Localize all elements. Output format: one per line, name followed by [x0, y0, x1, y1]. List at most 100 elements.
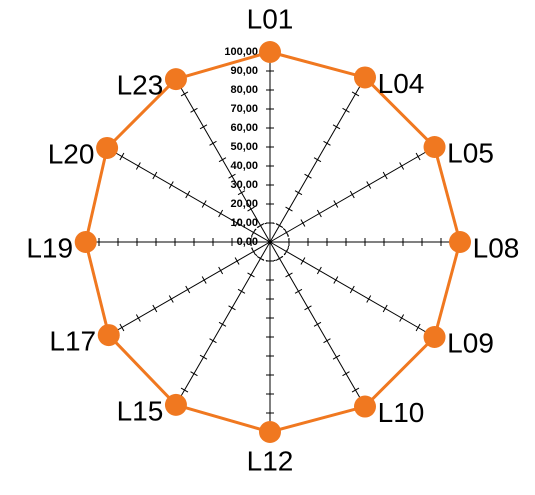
- category-label: L23: [117, 69, 164, 100]
- tick-mark: [323, 140, 331, 146]
- tick-mark: [209, 338, 217, 344]
- data-point: [423, 136, 446, 158]
- tick-mark: [247, 272, 255, 278]
- data-point: [96, 136, 119, 159]
- data-point: [97, 324, 120, 347]
- tick-mark: [185, 190, 191, 199]
- tick-mark: [366, 295, 372, 303]
- tick-mark: [152, 304, 158, 313]
- tick-label: 0,00: [237, 236, 258, 248]
- tick-mark: [300, 219, 306, 227]
- data-point: [259, 41, 281, 63]
- data-point: [164, 393, 187, 416]
- tick-mark: [228, 173, 236, 179]
- tick-mark: [332, 354, 341, 360]
- tick-mark: [399, 314, 405, 322]
- tick-mark: [237, 288, 246, 294]
- tick-mark: [237, 190, 246, 196]
- tick-mark: [351, 91, 360, 97]
- data-point: [74, 231, 97, 253]
- tick-mark: [349, 285, 355, 294]
- data-point: [423, 326, 446, 348]
- tick-mark: [342, 107, 350, 113]
- tick-mark: [152, 171, 158, 180]
- tick-mark: [294, 190, 303, 196]
- category-label: L15: [117, 395, 164, 426]
- tick-label: 40,00: [230, 160, 258, 172]
- data-point: [164, 68, 187, 91]
- tick-mark: [201, 276, 207, 284]
- tick-mark: [168, 181, 174, 189]
- tick-label: 50,00: [230, 141, 258, 153]
- tick-mark: [333, 200, 339, 208]
- tick-mark: [119, 323, 125, 332]
- category-label: L17: [49, 325, 96, 356]
- tick-mark: [304, 173, 312, 179]
- tick-mark: [218, 157, 227, 163]
- tick-label: 80,00: [230, 84, 258, 96]
- tick-mark: [209, 140, 217, 146]
- tick-mark: [285, 272, 293, 278]
- tick-mark: [382, 304, 388, 313]
- tick-mark: [333, 276, 339, 284]
- tick-mark: [351, 387, 360, 393]
- tick-mark: [185, 285, 191, 294]
- tick-mark: [190, 107, 198, 113]
- tick-mark: [316, 209, 322, 218]
- tick-mark: [199, 124, 208, 130]
- tick-mark: [332, 124, 341, 130]
- tick-mark: [234, 257, 240, 265]
- tick-mark: [399, 162, 405, 170]
- tick-mark: [201, 200, 207, 208]
- tick-mark: [366, 181, 372, 189]
- tick-label: 90,00: [230, 65, 258, 77]
- category-label: L01: [247, 3, 294, 34]
- tick-label: 70,00: [230, 103, 258, 115]
- tick-mark: [415, 323, 421, 332]
- category-label: L12: [247, 445, 294, 476]
- tick-mark: [218, 321, 227, 327]
- tick-label: 30,00: [230, 179, 258, 191]
- category-label: L10: [378, 397, 425, 428]
- tick-mark: [294, 288, 303, 294]
- tick-mark: [135, 162, 141, 170]
- category-label: L20: [48, 138, 95, 169]
- category-label: L04: [378, 68, 425, 99]
- tick-mark: [180, 91, 189, 97]
- tick-mark: [323, 338, 331, 344]
- tick-mark: [199, 354, 208, 360]
- tick-mark: [218, 209, 224, 218]
- tick-mark: [218, 266, 224, 275]
- tick-mark: [316, 266, 322, 275]
- tick-label: 10,00: [230, 217, 258, 229]
- tick-mark: [247, 206, 255, 212]
- tick-mark: [228, 305, 236, 311]
- category-label: L09: [447, 327, 494, 358]
- center-ring: [250, 222, 290, 262]
- tick-mark: [119, 152, 125, 161]
- tick-mark: [304, 305, 312, 311]
- category-label: L05: [447, 137, 494, 168]
- tick-mark: [415, 152, 421, 161]
- tick-mark: [285, 206, 293, 212]
- tick-label: 60,00: [230, 122, 258, 134]
- tick-mark: [180, 387, 189, 393]
- tick-mark: [168, 295, 174, 303]
- tick-label: 20,00: [230, 198, 258, 210]
- tick-mark: [135, 314, 141, 322]
- tick-mark: [342, 371, 350, 377]
- data-point: [259, 421, 281, 443]
- category-label: L08: [473, 232, 520, 263]
- data-point: [354, 395, 376, 418]
- tick-mark: [313, 157, 322, 163]
- tick-label: 100,00: [224, 46, 258, 58]
- tick-mark: [300, 257, 306, 265]
- tick-mark: [190, 371, 198, 377]
- data-point: [354, 66, 376, 89]
- tick-mark: [349, 190, 355, 199]
- tick-mark: [382, 171, 388, 180]
- tick-mark: [234, 219, 240, 227]
- data-point: [449, 231, 471, 253]
